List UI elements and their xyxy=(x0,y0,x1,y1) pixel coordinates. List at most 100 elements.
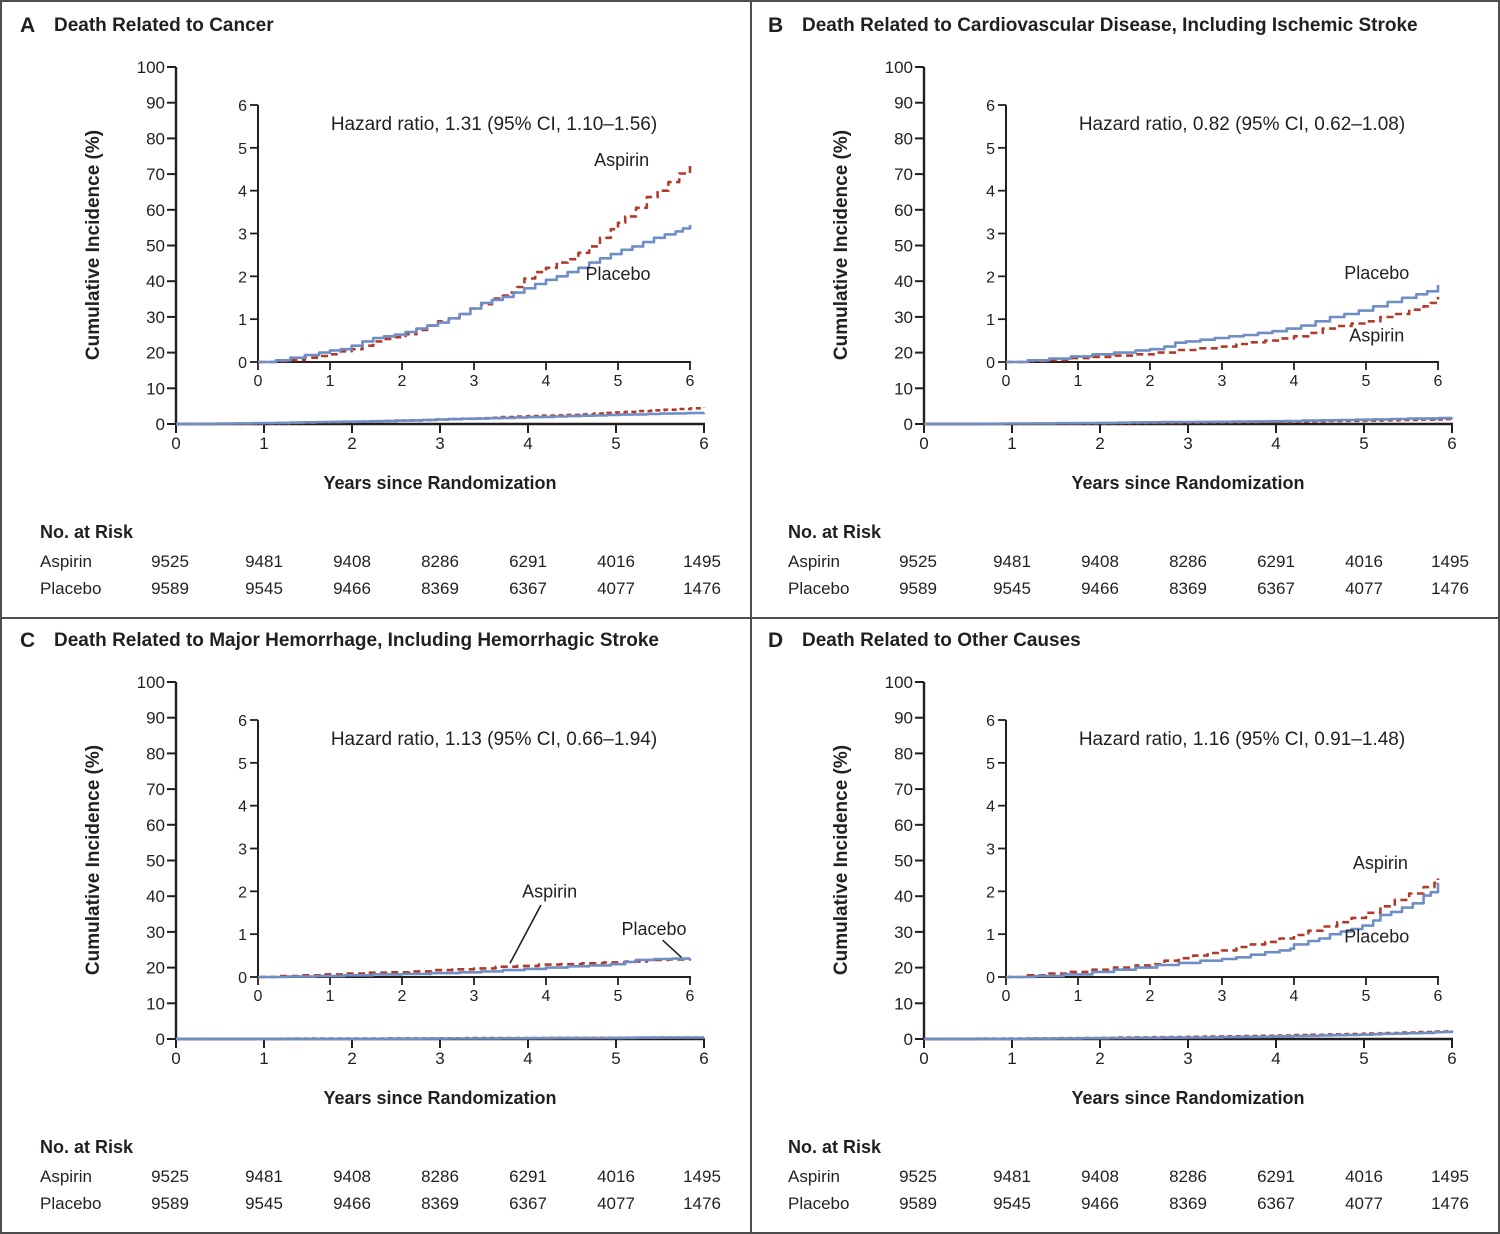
main-y-tick-label: 50 xyxy=(146,237,165,256)
risk-value: 4077 xyxy=(1345,1194,1383,1213)
inset-curve-aspirin xyxy=(1006,296,1440,364)
main-y-tick-label: 30 xyxy=(894,308,913,327)
risk-value: 9545 xyxy=(993,1194,1031,1213)
main-y-tick-label: 100 xyxy=(137,58,165,77)
risk-value: 4016 xyxy=(1345,552,1383,571)
risk-value: 9466 xyxy=(1081,579,1119,598)
risk-value: 4077 xyxy=(597,579,635,598)
panel-c-chart: C Death Related to Major Hemorrhage, Incl… xyxy=(20,629,721,1213)
risk-value: 6291 xyxy=(1257,1167,1295,1186)
main-y-tick-label: 10 xyxy=(894,379,913,398)
x-axis-title: Years since Randomization xyxy=(323,473,556,493)
main-x-tick-label: 5 xyxy=(1359,1049,1368,1068)
inset-y-tick-label: 0 xyxy=(238,970,247,987)
inset-y-tick-label: 5 xyxy=(238,141,247,158)
risk-value: 9525 xyxy=(899,552,937,571)
inset-y-tick-label: 6 xyxy=(238,98,247,115)
risk-value: 1495 xyxy=(1431,552,1469,571)
risk-row-label: Placebo xyxy=(788,579,849,598)
risk-value: 8286 xyxy=(421,1167,459,1186)
inset-y-tick-label: 3 xyxy=(238,842,247,859)
risk-value: 4016 xyxy=(597,1167,635,1186)
inset-x-tick-label: 1 xyxy=(1074,988,1083,1005)
main-y-tick-label: 70 xyxy=(894,780,913,799)
panel-b-chart: B Death Related to Cardiovascular Disease… xyxy=(768,14,1469,598)
inset-x-tick-label: 2 xyxy=(1146,988,1155,1005)
inset-y-tick-label: 0 xyxy=(238,355,247,372)
inset-x-tick-label: 4 xyxy=(542,988,551,1005)
main-y-tick-label: 0 xyxy=(156,1030,165,1049)
curve-label-placebo: Placebo xyxy=(585,264,650,284)
main-y-tick-label: 0 xyxy=(156,415,165,434)
risk-value: 8286 xyxy=(421,552,459,571)
main-y-tick-label: 80 xyxy=(146,744,165,763)
main-x-tick-label: 1 xyxy=(1007,1049,1016,1068)
main-x-tick-label: 0 xyxy=(919,434,928,453)
main-x-tick-label: 4 xyxy=(1271,1049,1280,1068)
risk-value: 9481 xyxy=(993,552,1031,571)
panel-d: D Death Related to Other Causes 0 10 20 30 40 5… xyxy=(750,617,1500,1234)
inset-x-tick-label: 2 xyxy=(398,988,407,1005)
panel-letter: C xyxy=(20,629,35,652)
main-y-tick-label: 20 xyxy=(894,959,913,978)
main-y-tick-label: 40 xyxy=(146,272,165,291)
inset-y-tick-label: 2 xyxy=(238,269,247,286)
label-pointer-line xyxy=(662,939,682,958)
main-x-tick-label: 6 xyxy=(699,1049,708,1068)
risk-value: 9589 xyxy=(151,579,189,598)
risk-value: 9481 xyxy=(245,552,283,571)
risk-value: 6291 xyxy=(509,1167,547,1186)
inset-x-tick-label: 6 xyxy=(686,373,695,390)
main-y-tick-label: 20 xyxy=(894,344,913,363)
risk-value: 1476 xyxy=(683,1194,721,1213)
main-x-tick-label: 5 xyxy=(611,1049,620,1068)
inset-y-tick-label: 5 xyxy=(986,756,995,773)
risk-value: 6367 xyxy=(1257,1194,1295,1213)
inset-x-tick-label: 0 xyxy=(1002,373,1011,390)
inset-y-tick-label: 6 xyxy=(986,98,995,115)
risk-value: 4016 xyxy=(1345,1167,1383,1186)
main-x-tick-label: 3 xyxy=(435,434,444,453)
main-y-tick-label: 10 xyxy=(894,994,913,1013)
risk-value: 9466 xyxy=(333,579,371,598)
inset-x-tick-label: 6 xyxy=(1434,373,1443,390)
main-curve-placebo xyxy=(176,1036,706,1041)
main-x-tick-label: 3 xyxy=(1183,434,1192,453)
curve-label-placebo: Placebo xyxy=(621,919,686,939)
x-axis-title: Years since Randomization xyxy=(1071,1088,1304,1108)
risk-value: 1495 xyxy=(683,552,721,571)
risk-row-label: Aspirin xyxy=(40,552,92,571)
main-y-tick-label: 90 xyxy=(146,94,165,113)
inset-y-tick-label: 2 xyxy=(986,269,995,286)
hazard-ratio-text: Hazard ratio, 1.31 (95% CI, 1.10–1.56) xyxy=(331,114,657,135)
inset-y-tick-label: 6 xyxy=(238,713,247,730)
panel-a-chart: A Death Related to Cancer0102030405060708… xyxy=(20,14,721,598)
risk-value: 8286 xyxy=(1169,1167,1207,1186)
main-y-tick-label: 60 xyxy=(146,816,165,835)
inset-y-tick-label: 1 xyxy=(986,927,995,944)
inset-y-tick-label: 4 xyxy=(238,799,247,816)
inset-y-tick-label: 5 xyxy=(238,756,247,773)
inset-y-tick-label: 1 xyxy=(238,312,247,329)
inset-y-tick-label: 6 xyxy=(986,713,995,730)
panel-title: Death Related to Major Hemorrhage, Inclu… xyxy=(54,630,659,651)
x-axis-title: Years since Randomization xyxy=(323,1088,556,1108)
inset-x-tick-label: 5 xyxy=(614,373,623,390)
main-x-tick-label: 4 xyxy=(523,434,532,453)
main-y-tick-label: 80 xyxy=(894,129,913,148)
main-x-tick-label: 0 xyxy=(171,434,180,453)
main-x-tick-label: 2 xyxy=(347,434,356,453)
inset-y-tick-label: 3 xyxy=(238,227,247,244)
main-y-tick-label: 100 xyxy=(885,673,913,692)
main-x-tick-label: 0 xyxy=(171,1049,180,1068)
inset-y-tick-label: 5 xyxy=(986,141,995,158)
risk-value: 9525 xyxy=(151,1167,189,1186)
main-y-tick-label: 20 xyxy=(146,959,165,978)
risk-value: 8369 xyxy=(421,1194,459,1213)
inset-x-tick-label: 3 xyxy=(470,373,479,390)
main-y-tick-label: 30 xyxy=(894,923,913,942)
main-y-tick-label: 90 xyxy=(146,709,165,728)
main-y-tick-label: 10 xyxy=(146,379,165,398)
main-y-tick-label: 50 xyxy=(894,237,913,256)
